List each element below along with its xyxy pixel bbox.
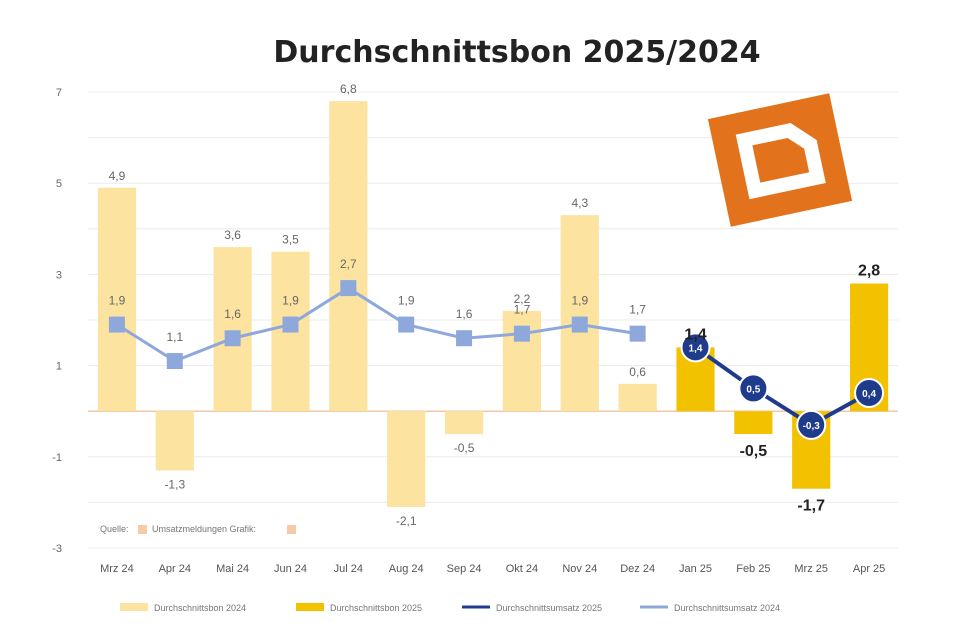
legend-label: Durchschnittsumsatz 2024: [674, 603, 780, 613]
bar-label: 2,2: [514, 292, 531, 306]
line-point-label: -0,3: [803, 421, 821, 432]
logo-background: [707, 93, 853, 227]
bar-label: -2,1: [396, 514, 417, 528]
bars: [97, 101, 889, 507]
x-tick-label: Mrz 25: [794, 563, 828, 575]
bar: [618, 383, 657, 412]
bar-label: 6,8: [340, 82, 357, 96]
bar-label: 0,6: [629, 365, 646, 379]
source-value: Umsatzmeldungen Grafik:: [152, 524, 256, 534]
x-tick-label: Okt 24: [506, 563, 538, 575]
line-point: [282, 316, 299, 333]
bar: [213, 247, 252, 412]
data-labels: 4,9 -1,3 3,6 3,5 6,8 -2,1 -0,5 2,2 4,3 0,6 1,4 -0,5…: [109, 82, 881, 528]
chart-title: Durchschnittsbon 2025/2024: [273, 35, 760, 70]
line-point: [680, 332, 711, 363]
source-marker-2: [287, 525, 296, 534]
y-tick-label: 1: [56, 361, 62, 373]
source-marker: [138, 525, 147, 534]
logo-mark: [735, 123, 826, 200]
x-tick-label: Mrz 24: [100, 563, 134, 575]
source-label: Quelle:: [100, 524, 129, 534]
x-tick-label: Mai 24: [216, 563, 249, 575]
line-point: [456, 330, 473, 347]
bar-label: 3,6: [224, 228, 241, 242]
x-axis: Mrz 24 Apr 24 Mai 24 Jun 24 Jul 24 Aug 24 Sep …: [100, 563, 885, 575]
bar-label: 4,9: [109, 169, 126, 183]
bar: [387, 411, 426, 507]
y-tick-label: -3: [52, 543, 62, 555]
line-point-label: 1,7: [514, 303, 531, 317]
x-tick-label: Jan 25: [679, 563, 712, 575]
legend-label: Durchschnittsbon 2024: [154, 603, 246, 613]
bar-label: -0,5: [740, 443, 768, 460]
y-axis: 7 5 3 1 -1 -3: [52, 87, 62, 555]
y-tick-label: 3: [56, 269, 62, 281]
line-point-label: 0,5: [746, 384, 760, 395]
line-point: [166, 353, 183, 370]
x-tick-label: Apr 25: [853, 563, 885, 575]
line-point-label: 1,4: [689, 343, 703, 354]
x-tick-label: Dez 24: [620, 563, 655, 575]
bar-label: -1,7: [797, 498, 825, 515]
line-point: [571, 316, 588, 333]
line-point: [108, 316, 125, 333]
bar-label: 4,3: [571, 196, 588, 210]
line-point-label: 1,9: [109, 294, 126, 308]
line-point-label: 1,6: [456, 307, 473, 321]
line-point: [224, 330, 241, 347]
legend: Durchschnittsbon 2024 Durchschnittsbon 20…: [120, 603, 780, 613]
line-point: [796, 409, 827, 440]
legend-label: Durchschnittsbon 2025: [330, 603, 422, 613]
bar-label: 3,5: [282, 233, 299, 247]
bar-label: 2,8: [858, 263, 880, 280]
bar: [444, 411, 484, 434]
legend-swatch: [120, 603, 148, 611]
series-line: [116, 286, 638, 363]
legend-label: Durchschnittsumsatz 2025: [496, 603, 602, 613]
line-point: [340, 280, 357, 297]
line-point: [513, 325, 530, 342]
line-point-label: 1,9: [282, 294, 299, 308]
x-tick-label: Sep 24: [447, 563, 482, 575]
bar: [329, 101, 368, 412]
series-line: [694, 345, 871, 428]
lines: [108, 280, 885, 440]
source-note: Quelle: Umsatzmeldungen Grafik:: [100, 524, 296, 534]
bar-label: 1,4: [684, 326, 706, 343]
x-tick-label: Apr 24: [159, 563, 191, 575]
y-tick-label: -1: [52, 452, 62, 464]
x-tick-label: Jul 24: [334, 563, 363, 575]
line-point: [398, 316, 415, 333]
y-tick-label: 7: [56, 87, 62, 99]
x-tick-label: Aug 24: [389, 563, 424, 575]
x-tick-label: Nov 24: [562, 563, 597, 575]
line-point: [738, 373, 769, 404]
bar-label: -0,5: [454, 441, 475, 455]
line-point: [629, 325, 646, 342]
bar: [734, 411, 773, 434]
bar-label: -1,3: [164, 477, 185, 491]
line-point-label: 1,7: [629, 303, 646, 317]
bar: [97, 187, 137, 412]
line-point-label: 1,6: [224, 307, 241, 321]
ld-logo: [707, 93, 853, 227]
line-point-label: 1,9: [571, 294, 588, 308]
line-point: [854, 377, 885, 408]
line-point-label: 0,4: [862, 389, 876, 400]
line-point-label: 1,9: [398, 294, 415, 308]
legend-swatch: [296, 603, 324, 611]
y-tick-label: 5: [56, 178, 62, 190]
bar: [155, 411, 194, 471]
bar: [560, 215, 599, 412]
x-tick-label: Jun 24: [274, 563, 307, 575]
x-tick-label: Feb 25: [736, 563, 770, 575]
line-point-label: 2,7: [340, 257, 357, 271]
line-point-label: 1,1: [166, 330, 183, 344]
